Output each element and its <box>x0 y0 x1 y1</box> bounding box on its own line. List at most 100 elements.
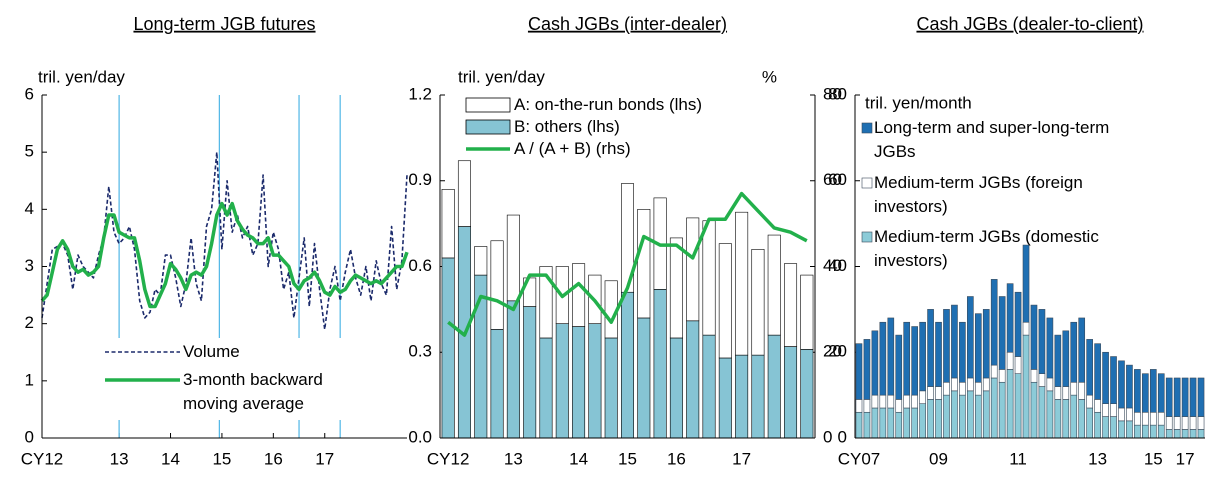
bar-segment <box>1165 377 1173 417</box>
bar-segment <box>1086 407 1093 439</box>
bar-segment <box>1030 369 1038 383</box>
bar-segment <box>863 411 871 439</box>
bar-segment <box>1054 334 1062 387</box>
bar-segment <box>967 296 974 379</box>
bar-segment <box>1102 416 1109 439</box>
x-tick-label: CY12 <box>427 449 470 468</box>
bar-segment <box>927 386 934 400</box>
bar-segment <box>784 263 798 347</box>
bar-segment <box>1014 373 1022 439</box>
y-tick-label: 0 <box>25 427 34 446</box>
x-tick-label: 14 <box>161 449 180 468</box>
bar-segment <box>919 390 926 404</box>
bar-segment <box>1197 377 1205 417</box>
bar-segment <box>588 323 602 439</box>
bar-segment <box>974 313 982 383</box>
bar-segment <box>1165 416 1173 430</box>
bar-segment <box>935 386 942 400</box>
bar-segment <box>998 296 1006 370</box>
bar-segment <box>1110 356 1117 405</box>
bar-segment <box>1142 424 1149 439</box>
bar-segment <box>919 403 926 439</box>
chart-title: Cash JGBs (dealer-to-client) <box>916 14 1143 34</box>
bar-segment <box>1038 373 1046 387</box>
bar-segment <box>735 354 749 439</box>
bar-segment <box>1094 411 1101 439</box>
bar-segment <box>1181 429 1189 439</box>
bar-segment <box>935 321 942 387</box>
bar-segment <box>653 289 667 439</box>
bar-segment <box>887 394 895 409</box>
bar-segment <box>1070 381 1078 396</box>
bar-segment <box>895 399 903 413</box>
bar-segment <box>911 394 918 409</box>
bar-segment <box>1022 244 1030 323</box>
bar-segment <box>1054 386 1062 400</box>
bar-segment <box>784 346 798 439</box>
bar-segment <box>1070 394 1078 439</box>
bar-segment <box>751 249 765 356</box>
bar-segment <box>863 339 871 400</box>
x-tick-label: 16 <box>264 449 283 468</box>
bar-segment <box>943 309 950 383</box>
bar-segment <box>1078 317 1086 383</box>
x-tick-label: 16 <box>667 449 686 468</box>
bar-segment <box>1134 369 1141 413</box>
y-tick-label: 2 <box>25 313 34 332</box>
bar-segment <box>767 234 781 336</box>
bar-segment <box>982 309 990 379</box>
y-tick-label: 60 <box>828 170 847 189</box>
y-tick-label: 5 <box>25 142 34 161</box>
x-tick-label: 11 <box>1009 449 1027 468</box>
bar-segment <box>800 274 814 350</box>
bar-segment <box>990 279 998 366</box>
bar-segment <box>1126 420 1133 439</box>
bar-segment <box>718 243 732 359</box>
bar-segment <box>441 257 455 439</box>
bar-segment <box>539 266 553 339</box>
legend-label-box: Medium-term JGBs (foreign investors) <box>874 173 1083 216</box>
bar-segment <box>1014 291 1022 357</box>
bar-segment <box>1134 424 1141 439</box>
bar-segment <box>1142 373 1149 413</box>
bar-segment <box>735 211 749 356</box>
y-tick-label: 0.9 <box>408 170 432 189</box>
bar-segment <box>1165 429 1173 439</box>
bar-segment <box>911 407 918 439</box>
x-tick-label: 15 <box>212 449 231 468</box>
y-tick-label: 6 <box>25 84 34 103</box>
bar-segment <box>621 291 634 439</box>
bar-segment <box>669 237 683 339</box>
bar-segment <box>871 407 879 439</box>
x-tick-label: 09 <box>929 449 948 468</box>
bar-segment <box>1022 321 1030 336</box>
bar-segment <box>855 343 863 400</box>
bar-segment <box>982 390 990 439</box>
bar-segment <box>863 399 871 413</box>
bar-segment <box>1046 377 1054 392</box>
bar-segment <box>1189 377 1197 417</box>
bar-segment <box>903 321 911 396</box>
bar-segment <box>943 394 950 439</box>
y-tick-label: 1.2 <box>408 84 432 103</box>
bar-segment <box>718 357 732 439</box>
bar-segment <box>506 300 520 439</box>
bar-segment <box>1046 390 1054 439</box>
bar-segment <box>990 364 998 379</box>
bar-segment <box>1102 351 1109 405</box>
bar-segment <box>702 334 716 439</box>
bar-segment <box>490 329 504 439</box>
bar-segment <box>998 381 1006 439</box>
bar-segment <box>669 337 683 439</box>
legend-label: Volume <box>183 342 240 361</box>
bar-segment <box>1054 399 1062 439</box>
bar-segment <box>887 407 895 439</box>
bar-segment <box>1110 416 1117 439</box>
bar-segment <box>1006 283 1014 353</box>
bar-segment <box>1149 411 1157 426</box>
y-tick-label: 1 <box>25 370 34 389</box>
bar-segment <box>927 309 934 387</box>
bar-segment <box>506 214 520 302</box>
data-line <box>447 191 808 337</box>
bar-segment <box>959 321 966 383</box>
